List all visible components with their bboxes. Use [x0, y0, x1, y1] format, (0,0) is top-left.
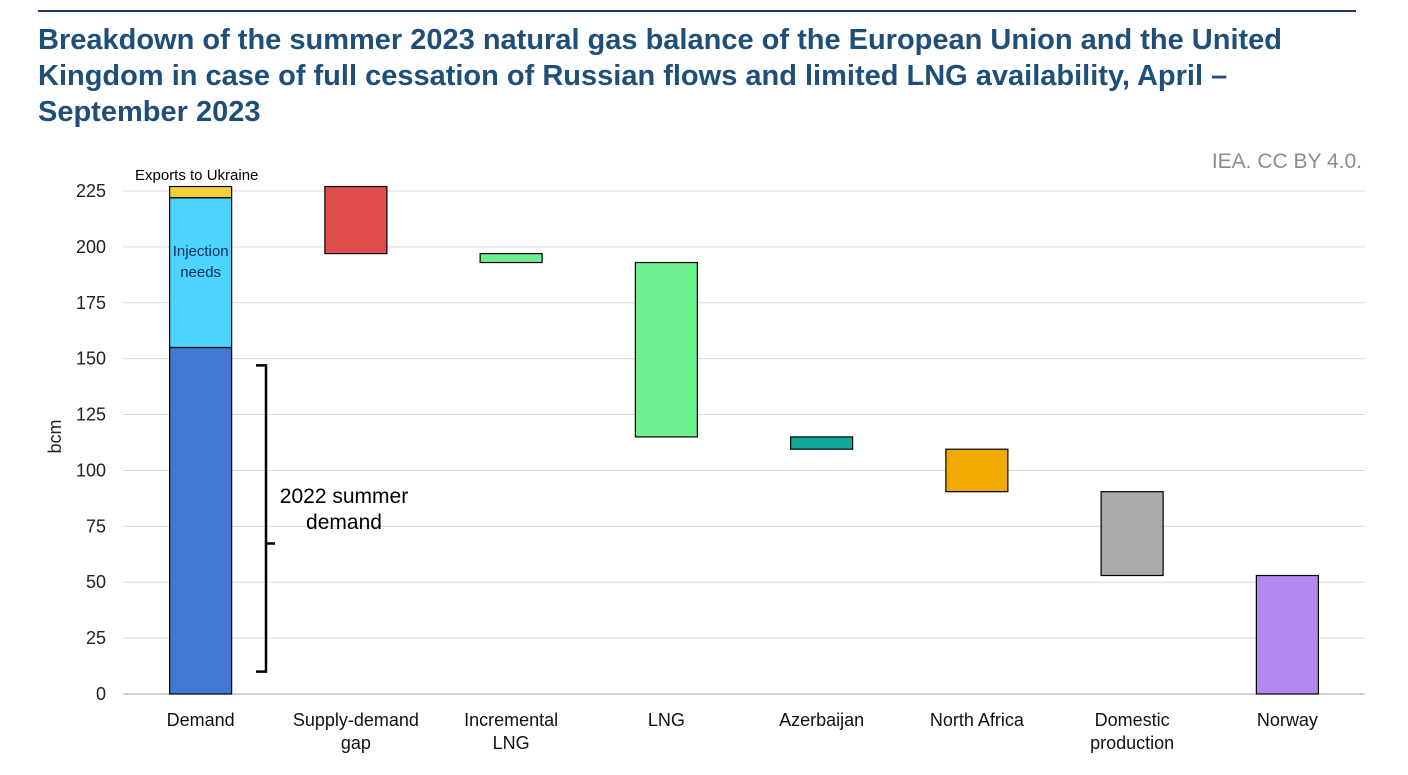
y-tick-label: 125 — [76, 405, 106, 425]
bar-segment — [169, 346, 233, 695]
credit-label: IEA. CC BY 4.0. — [1211, 150, 1362, 173]
bar-segment — [945, 448, 1009, 493]
bar-segment — [1100, 491, 1164, 577]
x-tick-label: LNG — [493, 733, 530, 753]
y-tick-label: 175 — [76, 293, 106, 313]
x-tick-label: Azerbaijan — [779, 710, 864, 730]
y-tick-label: 25 — [86, 628, 106, 648]
x-tick-label: production — [1090, 733, 1174, 753]
x-tick-label: Norway — [1257, 710, 1318, 730]
annotation-bracket-label: 2022 summer — [280, 485, 408, 508]
bar-segment — [169, 197, 233, 349]
chart-title: Breakdown of the summer 2023 natural gas… — [38, 24, 1283, 128]
x-tick-label: gap — [341, 733, 371, 753]
x-tick-label: Incremental — [464, 710, 558, 730]
y-tick-label: 75 — [86, 516, 106, 536]
y-tick-label: 50 — [86, 572, 106, 592]
annotation-injection: needs — [180, 264, 221, 281]
x-tick-label: Supply-demand — [293, 710, 419, 730]
bar-segment — [169, 185, 233, 199]
x-tick-label: LNG — [648, 710, 685, 730]
annotation-injection: Injection — [173, 243, 229, 260]
annotation-exports: Exports to Ukraine — [135, 167, 258, 184]
y-tick-label: 100 — [76, 460, 106, 480]
annotation-bracket-label: demand — [306, 511, 382, 534]
x-tick-label: Domestic — [1095, 710, 1170, 730]
y-tick-label: 150 — [76, 349, 106, 369]
bar-segment — [324, 185, 388, 255]
x-tick-label: North Africa — [930, 710, 1025, 730]
x-tick-label: Demand — [167, 710, 235, 730]
bar-segment — [790, 436, 854, 450]
y-tick-label: 225 — [76, 181, 106, 201]
demand-bracket — [256, 364, 275, 673]
y-axis-label: bcm — [45, 419, 65, 453]
bar-segment — [479, 252, 543, 264]
bar-segment — [1255, 574, 1319, 695]
y-tick-label: 200 — [76, 237, 106, 257]
top-rule — [38, 10, 1356, 12]
bar-segment — [634, 261, 698, 438]
y-tick-label: 0 — [96, 684, 106, 704]
